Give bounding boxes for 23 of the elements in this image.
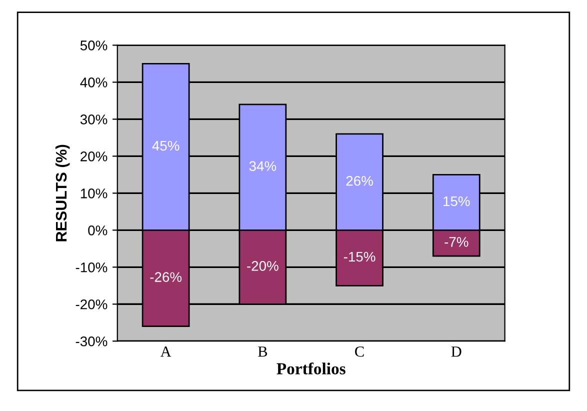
x-tick-label: A	[160, 346, 172, 357]
data-label: -7%	[444, 237, 468, 247]
y-tick-label: -10%	[76, 262, 108, 272]
x-tick-label: D	[451, 346, 462, 357]
data-label: -15%	[344, 252, 376, 262]
data-label: 45%	[152, 140, 180, 151]
data-label: -20%	[247, 261, 278, 271]
x-tick-label: B	[258, 346, 268, 357]
x-axis-title: Portfolios	[276, 362, 346, 374]
data-label: 15%	[444, 196, 470, 206]
data-label: 34%	[249, 161, 276, 172]
y-tick-label: 50%	[80, 40, 108, 50]
y-tick-label: 0%	[88, 225, 108, 236]
y-tick-label: -30%	[76, 336, 108, 346]
y-tick-label: 20%	[80, 152, 108, 162]
data-label: 26%	[346, 176, 373, 186]
y-tick-label: 10%	[80, 188, 108, 198]
data-label: -26%	[150, 272, 182, 282]
x-tick-label: C	[355, 346, 364, 357]
y-tick-label: 30%	[80, 114, 108, 124]
y-tick-label: -20%	[76, 299, 108, 310]
y-axis-title: RESULTS (%)	[55, 144, 70, 242]
y-tick-label: 40%	[80, 78, 108, 88]
